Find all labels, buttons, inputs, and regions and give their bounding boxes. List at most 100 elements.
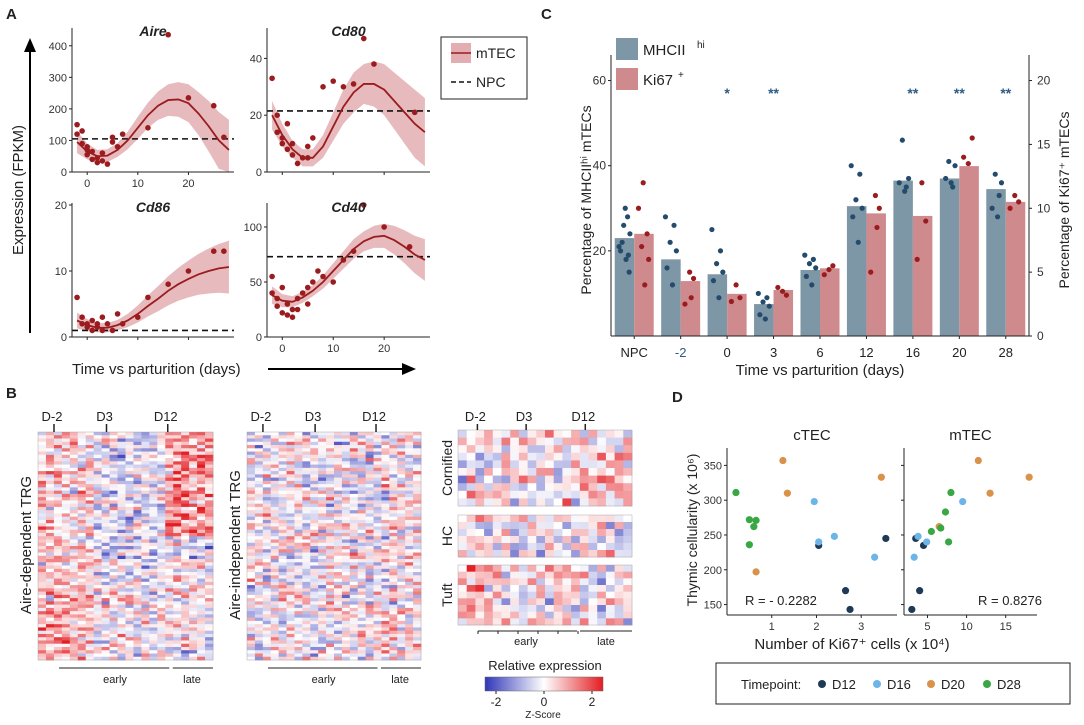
b-heat-cell bbox=[302, 480, 311, 485]
b-heat-cell bbox=[38, 435, 47, 439]
b-heat-cell bbox=[286, 637, 295, 641]
b-block-cell bbox=[492, 591, 502, 599]
b-heat-cell bbox=[189, 448, 198, 452]
b-heat-cell bbox=[310, 477, 319, 482]
a-data-point bbox=[310, 279, 316, 285]
b-heat-cell bbox=[117, 585, 126, 589]
b-heat-cell bbox=[247, 529, 256, 534]
c-point-mhc bbox=[809, 282, 815, 288]
b-heat-cell bbox=[101, 503, 110, 508]
b-block-cell bbox=[536, 498, 546, 507]
b-heat-cell bbox=[197, 572, 206, 576]
b-heat-cell bbox=[373, 620, 382, 625]
b-heat-cell bbox=[254, 598, 264, 602]
b-heat-cell bbox=[349, 435, 359, 439]
a-data-point bbox=[330, 78, 337, 84]
b-heat-cell bbox=[286, 646, 295, 651]
b-heat-cell bbox=[205, 506, 214, 511]
b-heat-cell bbox=[397, 474, 406, 478]
a-data-point bbox=[221, 248, 227, 254]
b-block-cell bbox=[466, 452, 476, 461]
b-block-cell bbox=[458, 522, 468, 530]
b-heat-cell bbox=[189, 546, 198, 550]
b-heat-cell bbox=[365, 474, 374, 478]
b-block-cell bbox=[545, 598, 555, 606]
b-heat-cell bbox=[85, 546, 95, 550]
b-heat-cell bbox=[93, 503, 103, 508]
b-heat-cell bbox=[389, 454, 398, 459]
b-heat-cell bbox=[181, 461, 190, 465]
d-point-d28 bbox=[941, 508, 950, 516]
c-bar-ki67 bbox=[959, 166, 979, 336]
c-bar-ki67 bbox=[727, 293, 747, 336]
b-heat-cell bbox=[365, 529, 374, 534]
b-heat-cell bbox=[69, 646, 79, 651]
c-point-mhc bbox=[994, 214, 1001, 220]
b-heat-cell bbox=[165, 526, 174, 531]
b-heat-cell bbox=[61, 601, 71, 606]
b-heat-cell bbox=[77, 467, 87, 472]
b-heat-cell bbox=[247, 497, 256, 501]
b-block-cell bbox=[588, 522, 598, 530]
b-block-cell bbox=[518, 591, 528, 599]
d-point-d20 bbox=[1025, 473, 1033, 481]
b-heat-cell bbox=[389, 559, 398, 563]
b-heat-cell bbox=[334, 604, 343, 609]
b-heat-cell bbox=[294, 614, 303, 619]
b-heat-cell bbox=[181, 477, 190, 482]
b-heat-cell bbox=[45, 572, 55, 576]
b-heat-cell bbox=[69, 637, 79, 641]
b-heat-cell bbox=[181, 432, 190, 436]
b-heat-cell bbox=[247, 624, 256, 628]
b-heat-cell bbox=[247, 451, 256, 456]
b-heat-cell bbox=[341, 575, 351, 579]
b-heat-cell bbox=[181, 487, 190, 492]
b-heat-cell bbox=[45, 581, 55, 586]
b-heat-cell bbox=[349, 487, 359, 492]
b-block-cell bbox=[545, 522, 555, 530]
b-heat-cell bbox=[302, 549, 311, 553]
b-heat-cell bbox=[247, 536, 256, 540]
b-block-cell bbox=[614, 483, 624, 492]
b-heat-cell bbox=[254, 650, 264, 654]
b-heat-cell bbox=[334, 435, 343, 439]
b-heat-cell bbox=[357, 604, 367, 609]
b-heat-cell bbox=[318, 552, 327, 557]
a-xtick-label: 0 bbox=[84, 178, 90, 190]
b-heat-cell bbox=[247, 513, 256, 518]
b-heat-cell bbox=[69, 588, 79, 592]
b-heat-cell bbox=[286, 516, 295, 521]
b-heat-cell bbox=[286, 484, 295, 488]
b-block-cell-frame bbox=[457, 429, 633, 507]
b-heat-cell bbox=[45, 607, 55, 612]
b-heat-cell bbox=[373, 461, 382, 465]
b-heat-cell bbox=[413, 523, 422, 527]
b-heat-cell bbox=[165, 529, 174, 534]
a-data-point bbox=[99, 327, 106, 334]
b-heat-cell bbox=[389, 653, 398, 658]
b-heat-cell bbox=[69, 458, 79, 462]
b-heat-cell bbox=[117, 607, 126, 612]
b-heat-cell bbox=[45, 620, 55, 625]
b-block-cell bbox=[605, 618, 615, 626]
b-heat-cell bbox=[413, 627, 422, 632]
b-block-cell bbox=[562, 430, 572, 438]
b-heat-cell bbox=[77, 441, 87, 446]
a-data-point bbox=[185, 268, 192, 274]
b-heat-cell bbox=[286, 568, 295, 573]
b-heat-cell bbox=[334, 464, 343, 469]
b-heat-cell bbox=[270, 546, 280, 550]
b-heat-cell bbox=[341, 594, 351, 599]
b-heat-cell bbox=[389, 445, 398, 449]
b-heat-cell bbox=[77, 656, 87, 661]
b-heat-cell bbox=[205, 656, 214, 661]
c-point-ki67 bbox=[690, 275, 697, 282]
b-block-cell bbox=[466, 571, 476, 579]
b-heat-cell bbox=[45, 627, 55, 632]
b-heat-cell bbox=[254, 611, 264, 615]
b-heat-cell bbox=[181, 568, 190, 573]
d-subplot-title: mTEC bbox=[949, 427, 992, 444]
b-heat-cell bbox=[189, 643, 198, 648]
b-block-cell bbox=[623, 550, 633, 558]
